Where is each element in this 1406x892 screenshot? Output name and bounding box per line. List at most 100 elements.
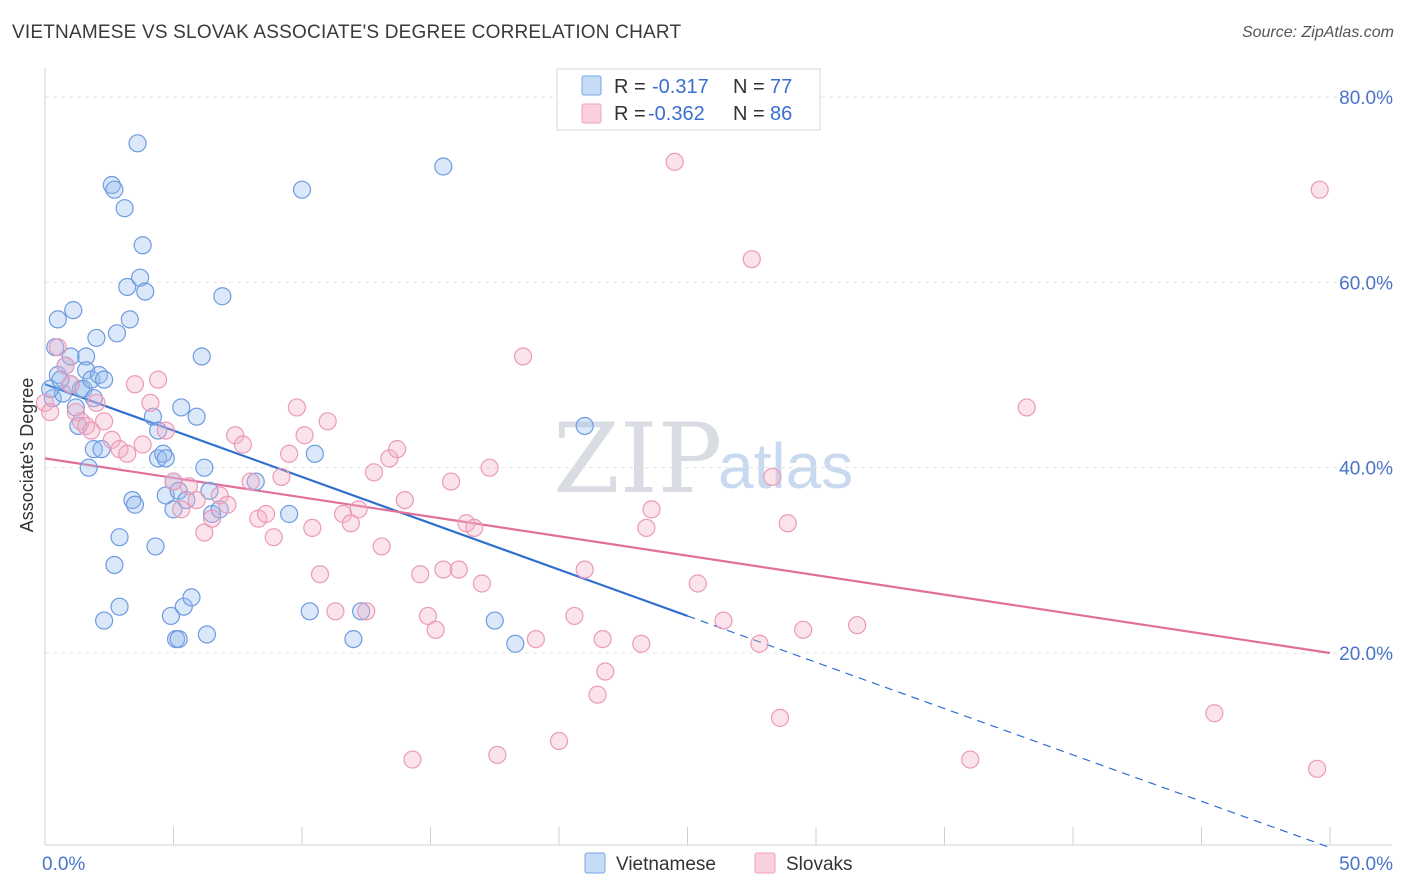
- point-vietnamese: [48, 310, 67, 329]
- point-slovaks: [56, 356, 75, 375]
- point-vietnamese: [66, 398, 85, 417]
- point-slovaks: [403, 750, 422, 769]
- y-tick-label: 20.0%: [1339, 644, 1393, 665]
- point-slovaks: [714, 611, 733, 630]
- point-vietnamese: [213, 287, 232, 306]
- point-vietnamese: [172, 398, 191, 417]
- legend-n-value-1: 77: [770, 76, 792, 98]
- y-tick-label: 60.0%: [1339, 273, 1393, 294]
- point-vietnamese: [344, 629, 363, 649]
- point-vietnamese: [485, 611, 504, 630]
- point-slovaks: [125, 375, 145, 394]
- point-vietnamese: [246, 472, 265, 491]
- point-vietnamese: [110, 528, 129, 547]
- point-slovaks: [434, 560, 453, 579]
- point-slovaks: [202, 509, 222, 528]
- x-tick-label: 0.0%: [42, 854, 85, 875]
- point-vietnamese: [51, 370, 70, 389]
- legend-n-label-2: N =: [733, 103, 765, 125]
- point-slovaks: [318, 412, 337, 431]
- point-vietnamese: [41, 379, 60, 398]
- point-slovaks: [513, 347, 533, 366]
- point-slovaks: [526, 629, 545, 649]
- point-slovaks: [549, 731, 569, 751]
- point-slovaks: [82, 421, 101, 440]
- point-slovaks: [272, 467, 291, 487]
- point-slovaks: [575, 560, 594, 579]
- point-vietnamese: [292, 180, 312, 199]
- point-slovaks: [87, 393, 106, 412]
- point-vietnamese: [506, 634, 525, 653]
- point-vietnamese: [174, 597, 193, 616]
- point-vietnamese: [110, 597, 129, 616]
- point-slovaks: [426, 620, 445, 639]
- point-slovaks: [794, 620, 813, 639]
- point-slovaks: [357, 602, 376, 621]
- trend-line-slovaks: [44, 457, 1331, 655]
- point-slovaks: [226, 426, 245, 445]
- point-slovaks: [66, 402, 85, 422]
- point-slovaks: [95, 412, 114, 431]
- y-axis-label: Associate's Degree: [17, 378, 37, 533]
- watermark-atlas: atlas: [718, 430, 853, 502]
- point-slovaks: [441, 472, 461, 491]
- point-slovaks: [596, 662, 615, 681]
- point-slovaks: [750, 634, 769, 653]
- watermark-zip: ZIP: [553, 403, 722, 515]
- point-slovaks: [593, 629, 612, 649]
- point-slovaks: [341, 514, 360, 533]
- point-slovaks: [1310, 180, 1329, 199]
- point-vietnamese: [434, 157, 453, 176]
- series-legend-swatch-slovaks: [754, 852, 776, 874]
- point-vietnamese: [84, 440, 103, 459]
- point-vietnamese: [195, 458, 214, 477]
- point-slovaks: [449, 560, 468, 579]
- point-slovaks: [480, 458, 499, 477]
- point-slovaks: [642, 500, 661, 519]
- point-slovaks: [411, 565, 430, 584]
- point-slovaks: [665, 152, 684, 171]
- point-vietnamese: [146, 537, 165, 556]
- point-slovaks: [179, 477, 199, 496]
- point-vietnamese: [200, 481, 219, 500]
- point-slovaks: [118, 444, 137, 463]
- point-vietnamese: [87, 328, 106, 348]
- series-legend-swatch-vietnamese: [584, 852, 606, 874]
- point-vietnamese: [115, 199, 134, 218]
- series-legend: Vietnamese Slovaks: [584, 852, 853, 875]
- series-legend-vietnamese: Vietnamese: [616, 854, 716, 875]
- point-slovaks: [303, 518, 322, 538]
- x-tick-label: 50.0%: [1339, 854, 1393, 875]
- point-vietnamese: [177, 491, 196, 510]
- point-slovaks: [637, 518, 656, 538]
- point-slovaks: [742, 250, 761, 269]
- point-slovaks: [763, 467, 782, 487]
- point-vietnamese: [169, 629, 188, 649]
- point-slovaks: [565, 606, 584, 626]
- legend-r-value-1: -0.317: [652, 76, 709, 98]
- point-vietnamese: [105, 180, 124, 199]
- point-slovaks: [295, 426, 314, 445]
- point-slovaks: [632, 634, 651, 653]
- point-slovaks: [418, 606, 438, 626]
- point-vietnamese: [128, 134, 147, 153]
- legend-r-value-2: -0.362: [648, 103, 705, 125]
- legend-n-label-1: N =: [733, 76, 765, 98]
- point-vietnamese: [107, 324, 127, 343]
- point-slovaks: [588, 685, 607, 704]
- point-slovaks: [41, 402, 60, 422]
- stats-legend: R = -0.317 N = 77 R = -0.362 N = 86: [556, 68, 821, 131]
- point-vietnamese: [92, 440, 111, 459]
- y-tick-label: 80.0%: [1339, 88, 1393, 109]
- point-vietnamese: [125, 495, 145, 514]
- point-vietnamese: [169, 481, 188, 500]
- point-vietnamese: [575, 416, 594, 436]
- point-slovaks: [148, 370, 168, 389]
- point-vietnamese: [143, 407, 163, 426]
- point-vietnamese: [300, 602, 319, 621]
- y-tick-labels: 20.0% 40.0% 60.0% 80.0%: [1339, 88, 1393, 665]
- point-slovaks: [778, 514, 797, 533]
- y-tick-label: 40.0%: [1339, 459, 1393, 480]
- point-vietnamese: [77, 347, 96, 366]
